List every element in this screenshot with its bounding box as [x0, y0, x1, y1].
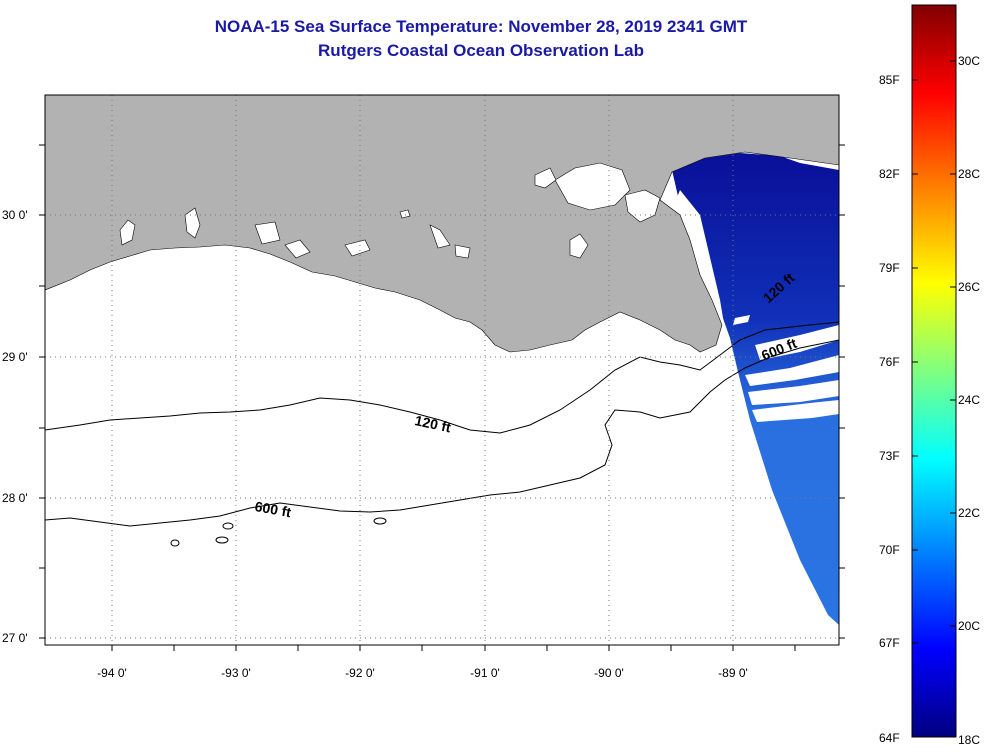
lat-label: 28 0': [2, 491, 28, 505]
lon-label: -93 0': [221, 666, 251, 680]
colorbar-c-label: 30C: [958, 54, 981, 68]
colorbar-c-label: 20C: [958, 619, 981, 633]
colorbar-scale: [911, 4, 957, 738]
sst-swath: [672, 153, 839, 625]
lat-label: 30 0': [2, 208, 28, 222]
lat-label: 29 0': [2, 350, 28, 364]
graticule: [45, 95, 839, 645]
lon-label: -89 0': [718, 666, 748, 680]
colorbar-c-label: 26C: [958, 280, 981, 294]
colorbar-f-label: 67F: [879, 636, 900, 650]
contour-120ft: [45, 321, 839, 434]
colorbar-f-label: 73F: [879, 449, 900, 463]
lon-label: -94 0': [97, 666, 127, 680]
lon-label: -91 0': [470, 666, 500, 680]
map-frame: [44, 94, 840, 646]
colorbar-f-label: 85F: [879, 73, 900, 87]
inland-lakes: [119, 162, 661, 259]
chart-subtitle: Rutgers Coastal Ocean Observation Lab: [318, 41, 644, 60]
contour-600ft: [45, 339, 839, 527]
colorbar-f-label: 70F: [879, 543, 900, 557]
lat-label: 27 0': [2, 631, 28, 645]
lon-label: -90 0': [594, 666, 624, 680]
colorbar-f-label: 76F: [879, 355, 900, 369]
colorbar-c-label: 24C: [958, 393, 981, 407]
colorbar-f-label: 82F: [879, 167, 900, 181]
lon-label: -92 0': [345, 666, 375, 680]
colorbar-f-label: 64F: [879, 731, 900, 745]
bathymetry-contours: [45, 321, 839, 547]
colorbar-c-label: 18C: [958, 733, 981, 747]
land-mass: [45, 95, 839, 353]
colorbar-c-label: 22C: [958, 506, 981, 520]
axis-ticks: [39, 144, 845, 651]
chart-title: NOAA-15 Sea Surface Temperature: Novembe…: [214, 17, 748, 36]
colorbar-c-label: 28C: [958, 167, 981, 181]
colorbar-f-label: 79F: [879, 261, 900, 275]
colorbar-ticks: [912, 60, 956, 644]
